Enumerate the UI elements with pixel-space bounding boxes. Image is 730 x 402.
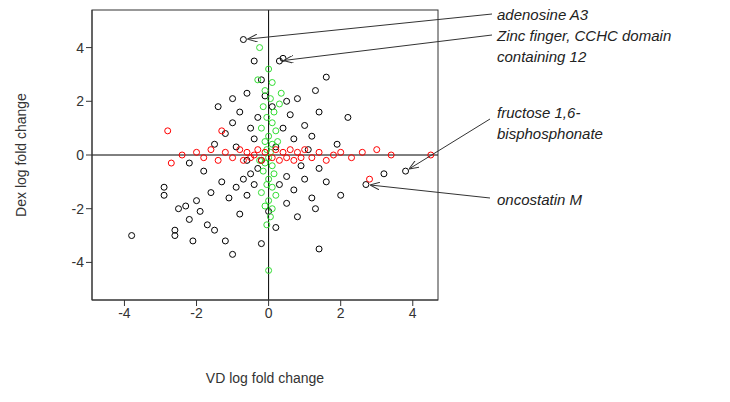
svg-text:Dex log fold change: Dex log fold change (13, 93, 29, 217)
svg-text:2: 2 (337, 305, 345, 321)
svg-text:VD log fold change: VD log fold change (206, 370, 325, 386)
svg-text:fructose 1,6-: fructose 1,6- (497, 104, 580, 121)
svg-text:bisphosphonate: bisphosphonate (497, 125, 603, 142)
svg-text:containing 12: containing 12 (497, 48, 587, 65)
svg-text:-2: -2 (190, 305, 203, 321)
svg-text:oncostatin M: oncostatin M (497, 191, 583, 208)
svg-text:0: 0 (265, 305, 273, 321)
svg-text:-4: -4 (72, 254, 85, 270)
svg-text:4: 4 (76, 40, 84, 56)
svg-text:-2: -2 (72, 201, 85, 217)
svg-text:0: 0 (76, 147, 84, 163)
svg-text:-4: -4 (118, 305, 131, 321)
svg-text:Zinc finger, CCHC domain: Zinc finger, CCHC domain (496, 27, 671, 44)
svg-text:4: 4 (409, 305, 417, 321)
svg-text:2: 2 (76, 93, 84, 109)
svg-text:adenosine A3: adenosine A3 (497, 8, 589, 23)
